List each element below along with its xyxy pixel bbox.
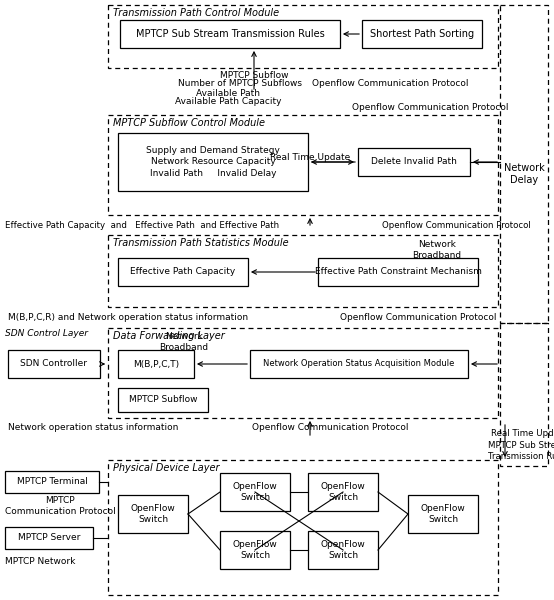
Text: Real Time Update: Real Time Update — [270, 152, 350, 161]
Bar — [108, 328, 498, 418]
Text: Available Path: Available Path — [196, 88, 260, 97]
Bar — [358, 148, 470, 176]
Text: Openflow Communication Protocol: Openflow Communication Protocol — [340, 313, 496, 323]
Text: Network
Broadband: Network Broadband — [412, 240, 461, 260]
Bar — [108, 460, 498, 595]
Bar — [5, 527, 93, 549]
Text: Openflow Communication Protocol: Openflow Communication Protocol — [252, 424, 408, 433]
Bar — [250, 350, 468, 378]
Text: OpenFlow
Switch: OpenFlow Switch — [420, 504, 465, 524]
Text: OpenFlow
Switch: OpenFlow Switch — [321, 482, 366, 502]
Text: Supply and Demand Strategy
Network Resource Capacity
Invalid Path     Invalid De: Supply and Demand Strategy Network Resou… — [146, 146, 280, 178]
Bar — [220, 531, 290, 569]
Text: Openflow Communication Protocol: Openflow Communication Protocol — [382, 221, 531, 230]
Bar — [118, 388, 208, 412]
Text: Network
Broadband: Network Broadband — [160, 332, 208, 352]
Text: M(B,P,C,R) and Network operation status information: M(B,P,C,R) and Network operation status … — [8, 313, 248, 323]
Bar — [118, 350, 194, 378]
Text: Transmission Path Statistics Module: Transmission Path Statistics Module — [113, 238, 289, 248]
Text: Effective Path Capacity: Effective Path Capacity — [130, 268, 235, 277]
Bar — [408, 495, 478, 533]
Text: Delete Invalid Path: Delete Invalid Path — [371, 157, 457, 166]
Text: OpenFlow
Switch: OpenFlow Switch — [321, 540, 366, 560]
Text: MPTCP Subflow: MPTCP Subflow — [220, 70, 288, 79]
Text: SDN Control Layer: SDN Control Layer — [5, 329, 88, 337]
Text: MPTCP
Communication Protocol: MPTCP Communication Protocol — [5, 496, 116, 516]
Text: MPTCP Network: MPTCP Network — [5, 557, 75, 566]
Bar — [308, 473, 378, 511]
Text: MPTCP Subflow Control Module: MPTCP Subflow Control Module — [113, 118, 265, 128]
Text: Shortest Path Sorting: Shortest Path Sorting — [370, 29, 474, 39]
Bar — [108, 115, 498, 215]
Bar — [118, 258, 248, 286]
Text: Network
Delay: Network Delay — [504, 163, 545, 185]
Bar — [120, 20, 340, 48]
Bar — [500, 5, 548, 323]
Bar — [118, 133, 308, 191]
Text: Openflow Communication Protocol: Openflow Communication Protocol — [312, 79, 468, 88]
Text: Physical Device Layer: Physical Device Layer — [113, 463, 219, 473]
Text: Data Forwarding Layer: Data Forwarding Layer — [113, 331, 225, 341]
Text: MPTCP Terminal: MPTCP Terminal — [17, 478, 88, 487]
Bar — [108, 235, 498, 307]
Text: Network Operation Status Acquisition Module: Network Operation Status Acquisition Mod… — [263, 359, 455, 368]
Text: OpenFlow
Switch: OpenFlow Switch — [233, 540, 278, 560]
Bar — [8, 350, 100, 378]
Bar — [108, 5, 498, 68]
Text: Effective Path Capacity  and   Effective Path  and Effective Path: Effective Path Capacity and Effective Pa… — [5, 221, 279, 230]
Text: MPTCP Subflow: MPTCP Subflow — [129, 395, 197, 404]
Bar — [362, 20, 482, 48]
Text: Openflow Communication Protocol: Openflow Communication Protocol — [352, 103, 508, 113]
Bar — [220, 473, 290, 511]
Text: OpenFlow
Switch: OpenFlow Switch — [131, 504, 176, 524]
Text: Network operation status information: Network operation status information — [8, 424, 178, 433]
Text: MPTCP Server: MPTCP Server — [18, 533, 80, 542]
Text: Number of MPTCP Subflows: Number of MPTCP Subflows — [178, 79, 302, 88]
Bar — [318, 258, 478, 286]
Text: OpenFlow
Switch: OpenFlow Switch — [233, 482, 278, 502]
Text: Available Path Capacity: Available Path Capacity — [175, 97, 281, 107]
Text: MPTCP Sub Stream Transmission Rules: MPTCP Sub Stream Transmission Rules — [136, 29, 325, 39]
Text: Real Time Update
MPTCP Sub Stream
Transmission Rules: Real Time Update MPTCP Sub Stream Transm… — [488, 430, 554, 461]
Text: Effective Path Constraint Mechanism: Effective Path Constraint Mechanism — [315, 268, 481, 277]
Bar — [5, 471, 99, 493]
Bar — [500, 323, 548, 466]
Text: SDN Controller: SDN Controller — [20, 359, 88, 368]
Bar — [308, 531, 378, 569]
Text: M(B,P,C,T): M(B,P,C,T) — [133, 359, 179, 368]
Bar — [118, 495, 188, 533]
Text: Transmission Path Control Module: Transmission Path Control Module — [113, 8, 279, 18]
